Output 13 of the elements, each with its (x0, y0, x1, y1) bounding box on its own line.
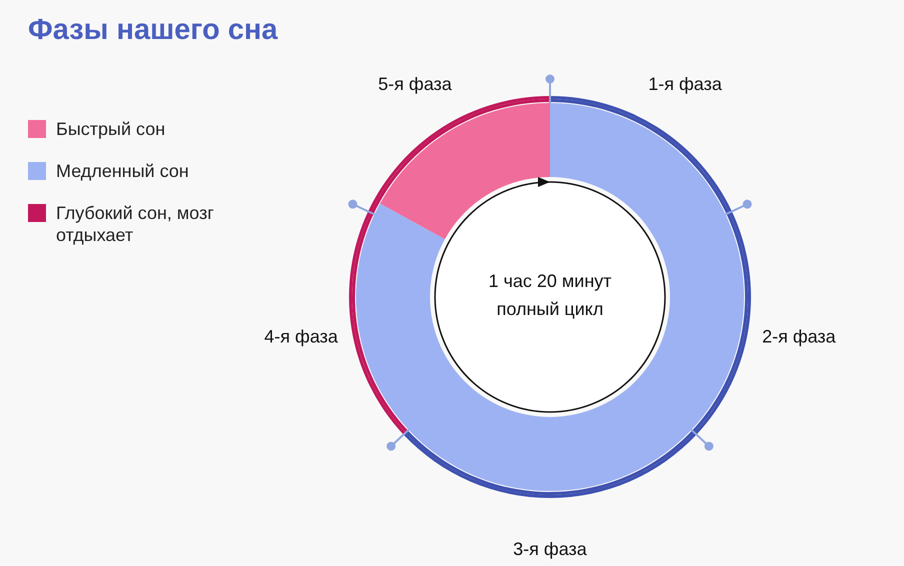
legend-label: Быстрый сон (56, 118, 166, 140)
slice-label: 3-я фаза (513, 539, 588, 559)
slice-label: 1-я фаза (648, 74, 723, 94)
text: 1 час 20 минут полный цикл (487, 270, 613, 321)
donut-slice (380, 103, 550, 240)
slice-label: 2-я фаза (762, 326, 837, 346)
slice-label: 5-я фаза (378, 74, 453, 94)
slice-label: 4-я фаза (264, 326, 339, 346)
donut-slice (406, 99, 748, 495)
legend-label: Медленный сон (56, 160, 190, 182)
chart-title: Фазы нашего сна (28, 14, 278, 47)
donut-slice (356, 103, 744, 491)
legend-label: Глубокий сон, мозг отдыхает (56, 202, 215, 246)
